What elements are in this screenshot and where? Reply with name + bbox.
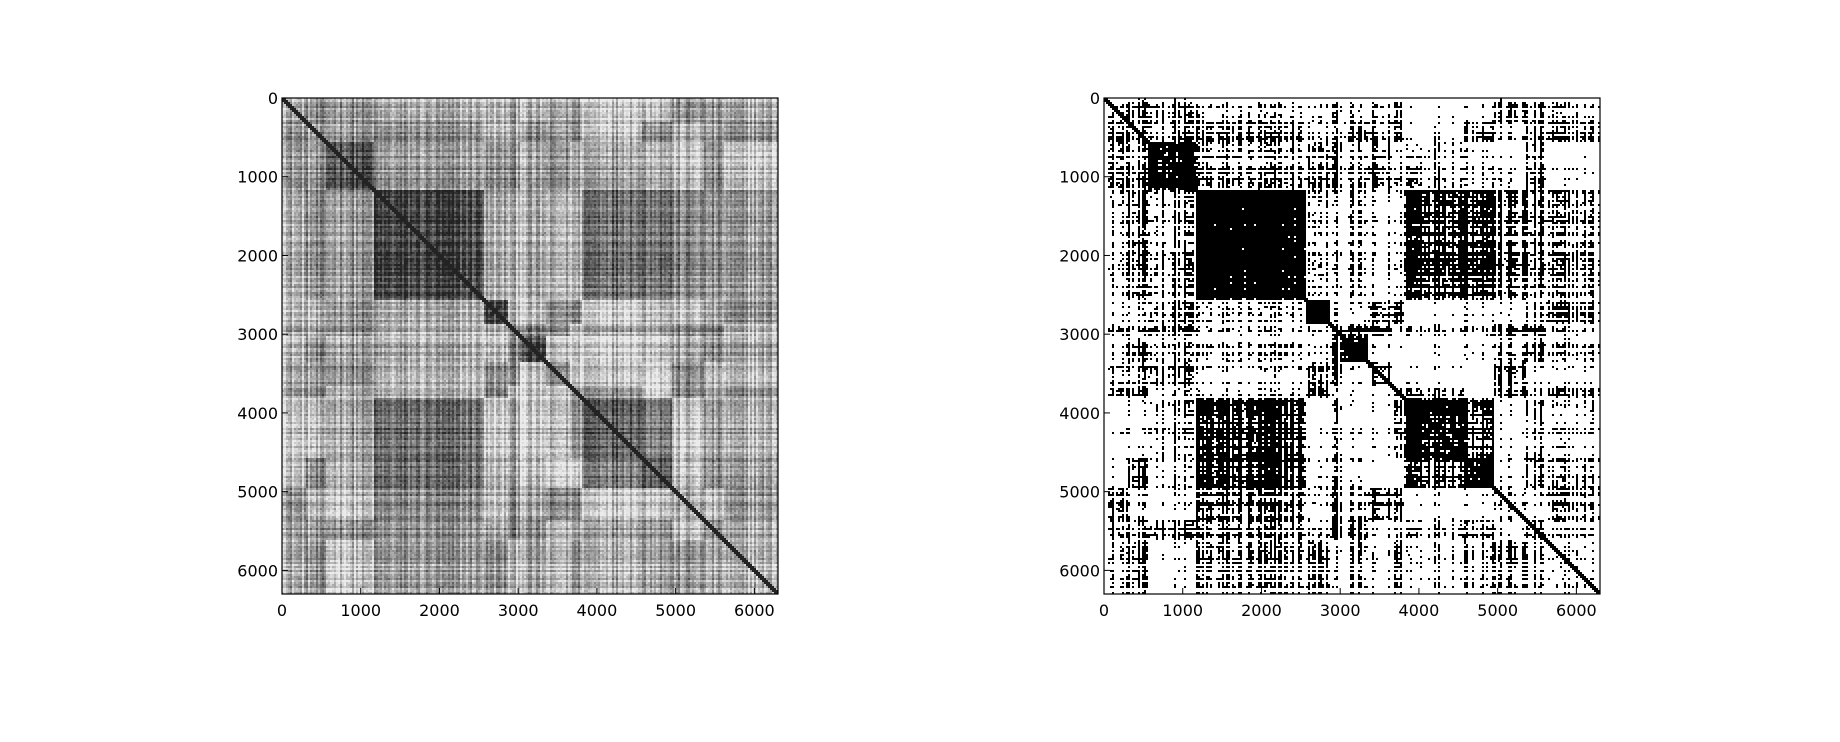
y-tick-label: 6000: [1059, 561, 1100, 580]
x-axis: 0 1000 2000 3000 4000 5000 6000: [1099, 588, 1597, 620]
y-tick-label: 4000: [237, 404, 278, 423]
y-tick-label: 4000: [1059, 404, 1100, 423]
x-tick-label: 1000: [1162, 601, 1203, 620]
x-axis: 0 1000 2000 3000 4000 5000 6000: [277, 588, 775, 620]
x-tick-label: 6000: [1556, 601, 1597, 620]
x-tick-label: 3000: [498, 601, 539, 620]
x-tick-label: 6000: [734, 601, 775, 620]
y-tick-label: 2000: [237, 246, 278, 265]
x-tick-label: 5000: [655, 601, 696, 620]
y-tick-label: 6000: [237, 561, 278, 580]
x-tick-label: 0: [277, 601, 287, 620]
axes-frame: [281, 97, 779, 595]
x-tick-label: 4000: [577, 601, 618, 620]
y-tick-label: 2000: [1059, 246, 1100, 265]
y-axis: 0 1000 2000 3000 4000 5000 6000: [237, 89, 288, 580]
heatmap-panel-grayscale: 0 1000 2000 3000 4000 5000 6000 0 1000 2000 3000 4…: [237, 89, 779, 620]
heatmap-image-thresholded: [1104, 98, 1600, 594]
y-tick-label: 5000: [237, 483, 278, 502]
y-tick-label: 0: [268, 89, 278, 108]
axes-frame: [1103, 97, 1601, 595]
x-tick-label: 2000: [1241, 601, 1282, 620]
x-tick-label: 2000: [419, 601, 460, 620]
y-axis: 0 1000 2000 3000 4000 5000 6000: [1059, 89, 1110, 580]
x-tick-label: 3000: [1320, 601, 1361, 620]
x-tick-label: 4000: [1399, 601, 1440, 620]
y-tick-label: 0: [1090, 89, 1100, 108]
heatmap-image-grayscale: [282, 98, 778, 594]
x-tick-label: 5000: [1477, 601, 1518, 620]
x-tick-label: 0: [1099, 601, 1109, 620]
y-tick-label: 1000: [1059, 168, 1100, 187]
y-tick-label: 5000: [1059, 483, 1100, 502]
y-tick-label: 1000: [237, 168, 278, 187]
heatmap-panel-thresholded: 0 1000 2000 3000 4000 5000 6000 0 1000 2000 3000 4…: [1059, 89, 1601, 620]
y-tick-label: 3000: [1059, 325, 1100, 344]
x-tick-label: 1000: [340, 601, 381, 620]
y-tick-label: 3000: [237, 325, 278, 344]
